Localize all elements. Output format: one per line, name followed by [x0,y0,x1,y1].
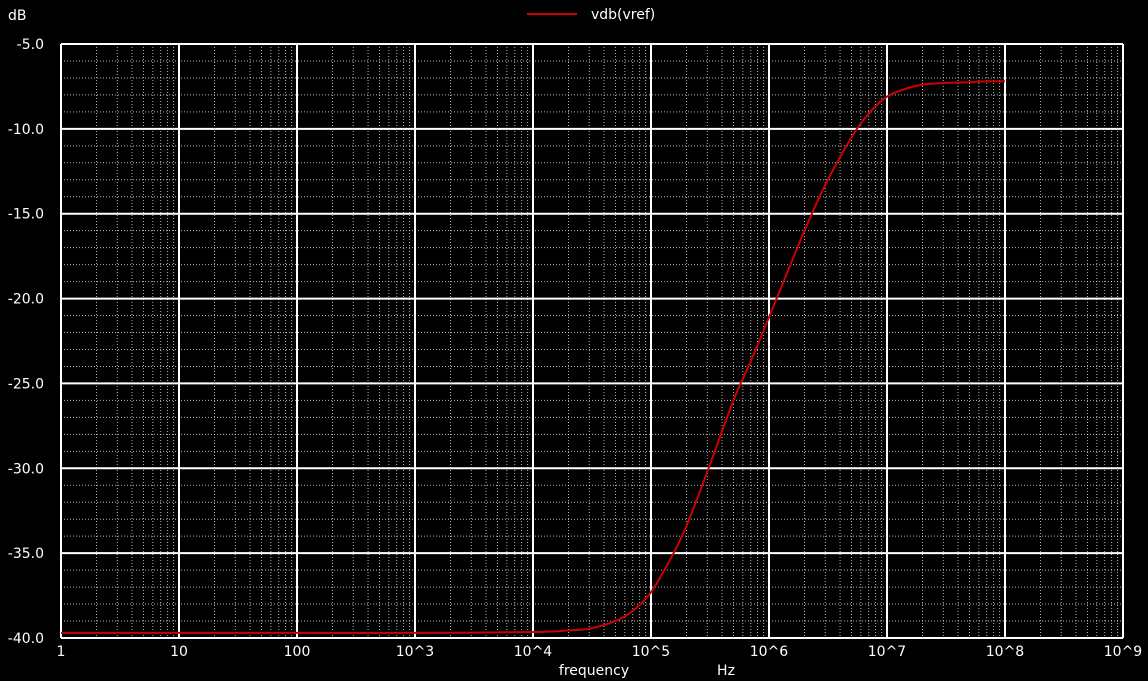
y-tick-label: -10.0 [8,122,44,138]
y-tick-label: -40.0 [8,631,44,647]
y-tick-label: -25.0 [8,376,44,392]
x-tick-label: 100 [284,644,311,660]
x-tick-label: 10^8 [986,644,1024,660]
x-tick-label: 10^4 [514,644,553,660]
x-tick-label: 10^3 [396,644,434,660]
x-tick-label: 1 [57,644,66,660]
x-axis-label: frequency [559,663,629,679]
y-tick-label: -35.0 [8,546,44,562]
series-line-vdb-vref [61,80,1006,634]
y-tick-label: -15.0 [8,207,44,223]
x-tick-label: 10^5 [632,644,670,660]
grid [60,43,1124,639]
x-tick-label: 10^6 [750,644,789,660]
x-tick-label: 10 [170,644,188,660]
y-tick-label: -5.0 [17,37,44,53]
legend: vdb(vref) [527,7,655,23]
x-unit-label: Hz [717,663,735,679]
y-unit-label: dB [8,8,27,24]
series-layer [61,80,1006,634]
x-tick-label: 10^7 [868,644,906,660]
legend-label-vdb-vref: vdb(vref) [591,7,655,23]
tick-labels: 1 10 100 10^3 10^4 10^5 10^6 10^7 10^8 10^9 -5.0 -1… [8,37,1142,660]
x-tick-label: 10^9 [1104,644,1142,660]
y-tick-label: -30.0 [8,461,44,477]
y-tick-label: -20.0 [8,292,44,308]
